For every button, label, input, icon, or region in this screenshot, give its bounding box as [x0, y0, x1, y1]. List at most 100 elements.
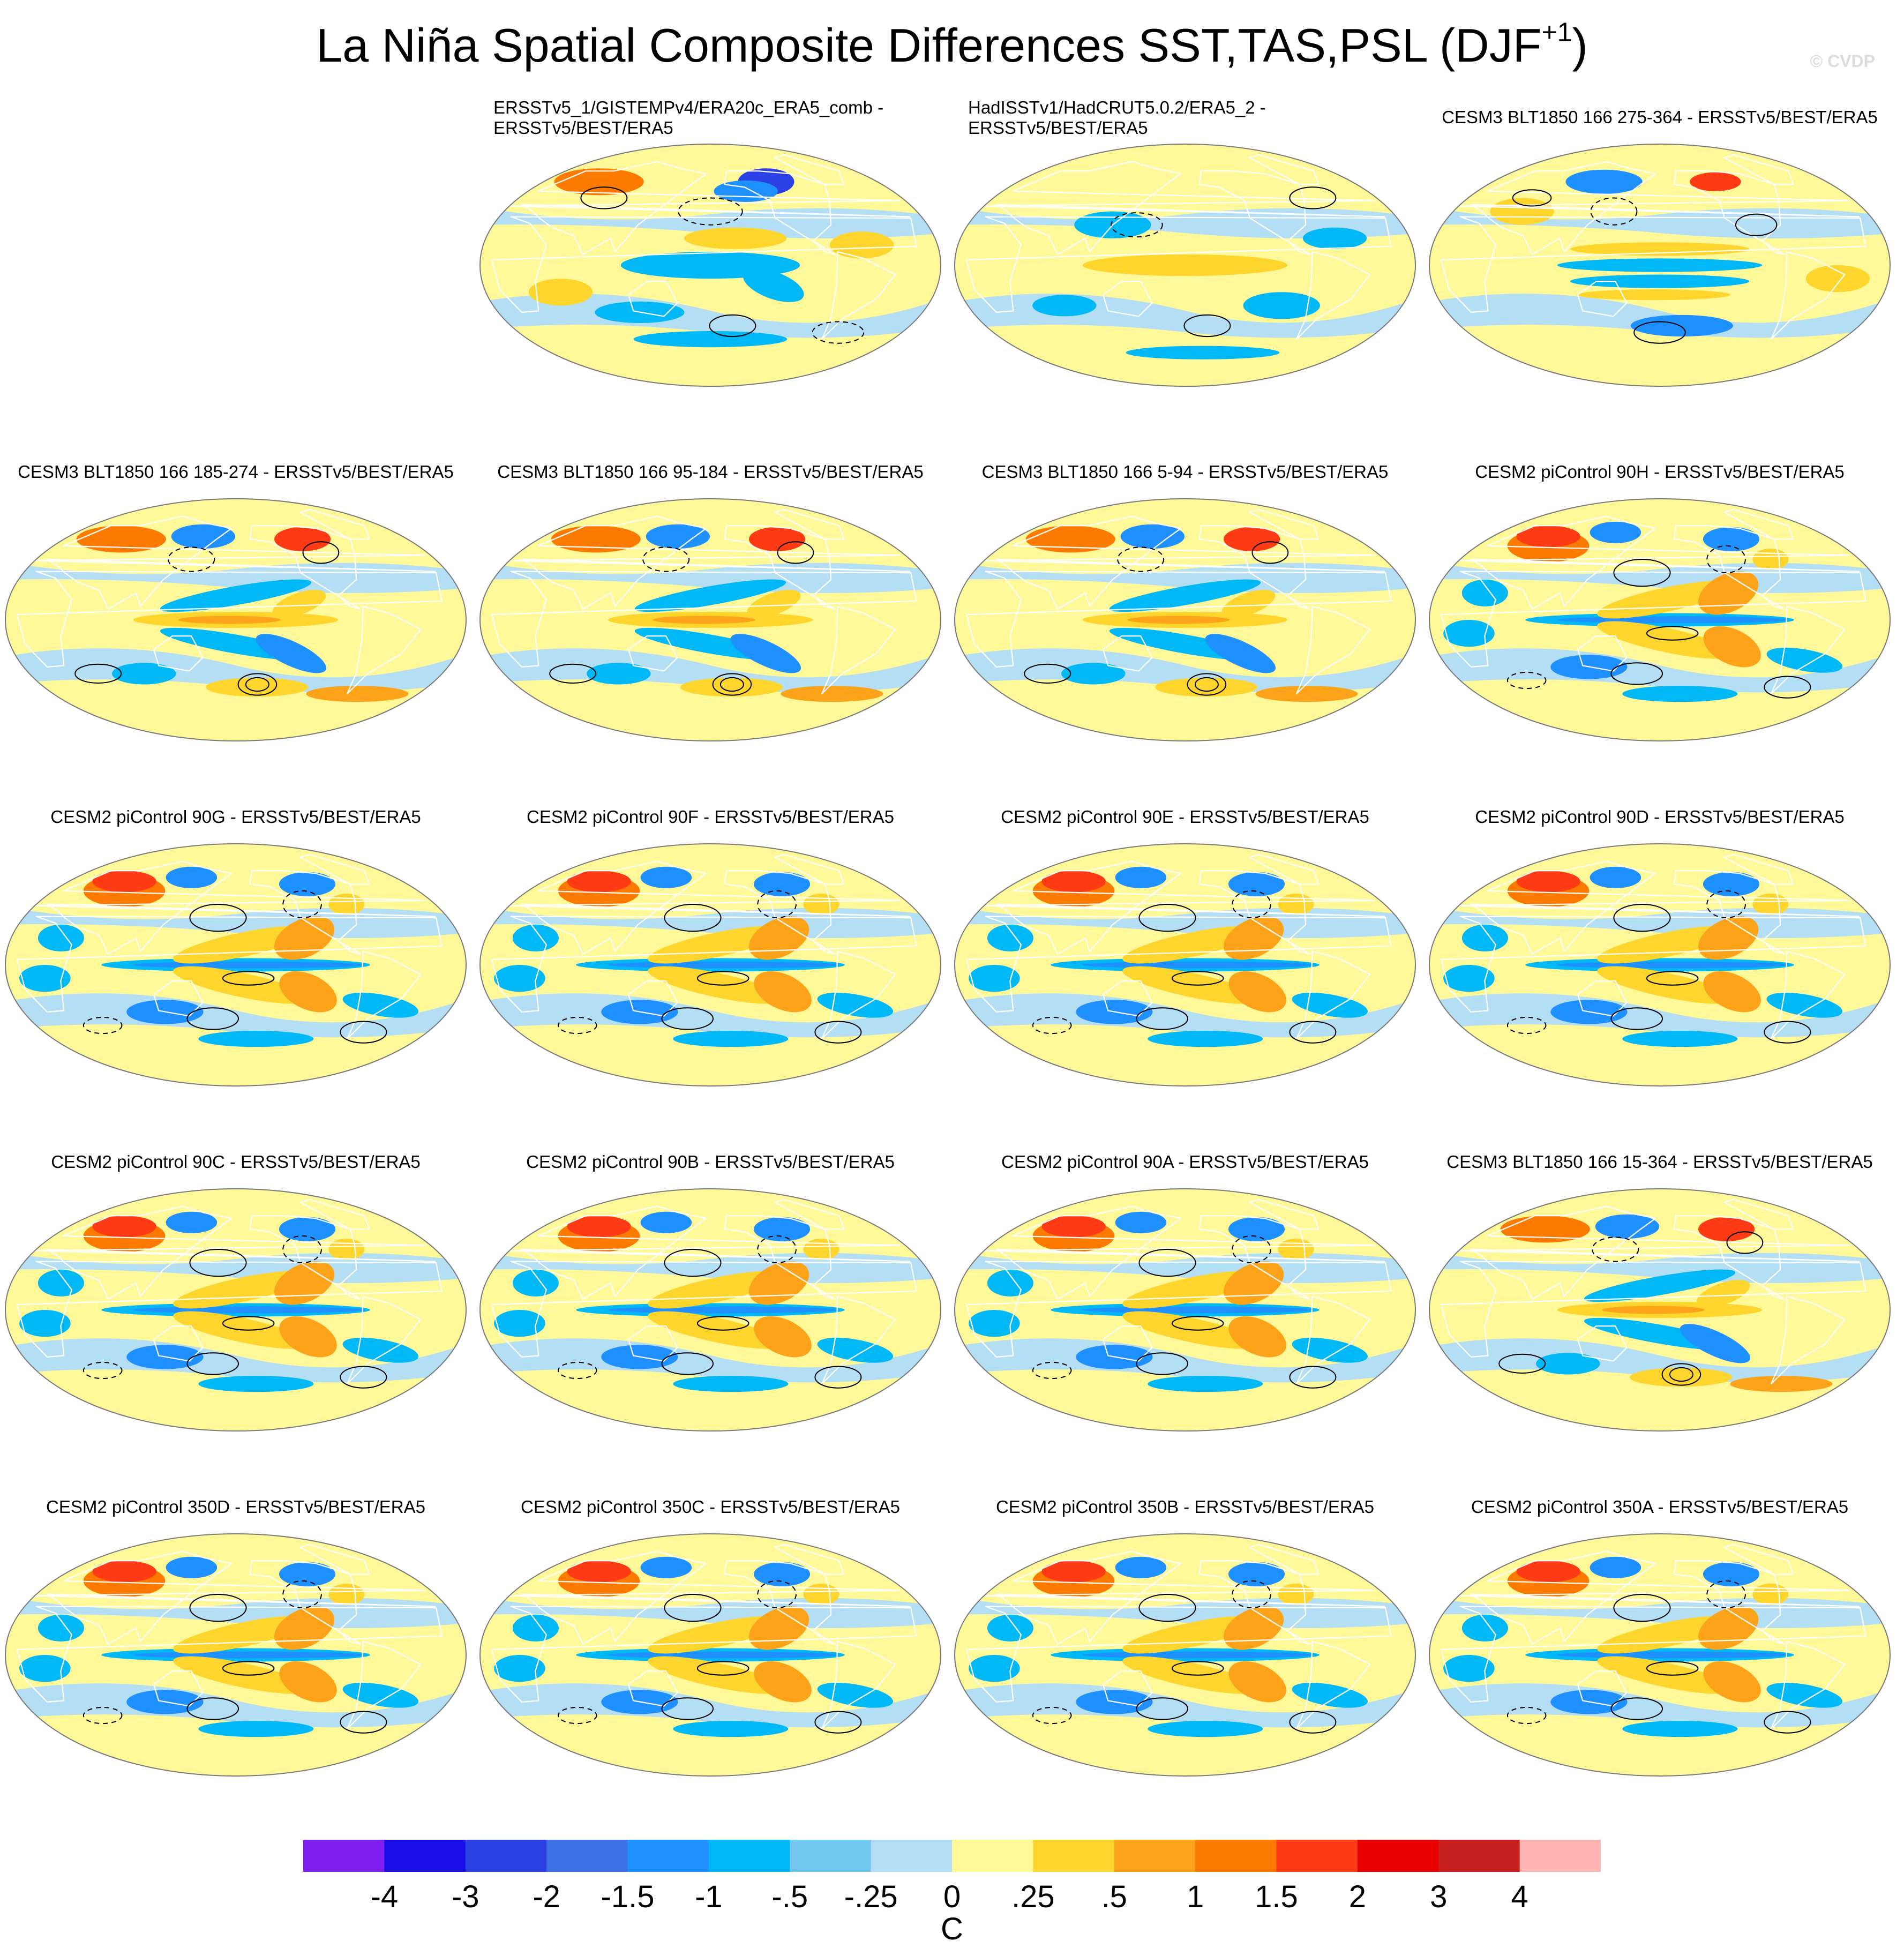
map-panel-p13: CESM2 piControl 90B - ERSSTv5/BEST/ERA5	[475, 1140, 946, 1481]
continent-outline	[16, 916, 443, 1013]
psl-contour-positive	[664, 1249, 722, 1277]
continent-outline	[1249, 1544, 1320, 1575]
continent-outline	[1673, 1560, 1786, 1645]
anomaly-blob	[1109, 579, 1261, 612]
map-frame	[479, 144, 941, 387]
anomaly-blob	[1278, 1583, 1314, 1606]
anomaly-blob	[1584, 1269, 1736, 1302]
panel-title: CESM2 piControl 90F - ERSSTv5/BEST/ERA5	[469, 807, 951, 827]
anomaly-blob	[1622, 1031, 1738, 1047]
anomaly-blob	[1120, 524, 1185, 549]
anomaly-blob	[1597, 1616, 1735, 1654]
anomaly-blob	[749, 527, 806, 551]
psl-contour-positive	[1610, 1007, 1663, 1030]
continent-outline	[1458, 1205, 1860, 1300]
psl-contour-negative	[1592, 1236, 1639, 1262]
continent-outline	[1295, 1295, 1371, 1385]
global-map	[1429, 1533, 1891, 1777]
anomaly-blob	[1041, 1216, 1106, 1238]
continent-outline	[1440, 1606, 1866, 1703]
psl-contour-positive	[1289, 1711, 1337, 1734]
psl-contour-positive	[1646, 971, 1699, 986]
anomaly-band-south	[955, 993, 1415, 1038]
colorbar-box	[1276, 1840, 1358, 1872]
anomaly-blob	[494, 1310, 545, 1337]
psl-contour-positive	[1138, 1249, 1196, 1277]
anomaly-blob	[279, 1217, 336, 1241]
continent-outline	[153, 1670, 204, 1707]
anomaly-blob	[328, 1583, 365, 1606]
psl-contour-positive	[186, 1007, 239, 1030]
psl-contour-positive	[1764, 1021, 1811, 1044]
continent-outline	[628, 1325, 678, 1362]
psl-contour-negative	[557, 1016, 597, 1035]
anomaly-blob	[1228, 872, 1285, 896]
continent-outline	[983, 860, 1385, 955]
psl-contour-positive	[696, 1661, 749, 1676]
continent-outline	[1577, 1670, 1628, 1707]
anomaly-band-south	[5, 993, 466, 1038]
psl-contour-negative	[168, 546, 215, 572]
anomaly-blob	[206, 678, 309, 697]
global-map	[5, 498, 467, 741]
continent-outline	[1295, 251, 1371, 340]
anomaly-blob	[133, 1306, 364, 1314]
map-panel-p11: CESM2 piControl 90D - ERSSTv5/BEST/ERA5	[1424, 795, 1895, 1136]
continent-outline	[1577, 281, 1628, 317]
map-frame	[5, 498, 467, 741]
anomaly-blob	[1224, 527, 1280, 551]
anomaly-blob	[1061, 663, 1126, 685]
anomaly-blob	[166, 1556, 218, 1578]
continent-outline	[1295, 950, 1371, 1040]
continent-outline	[249, 1560, 362, 1645]
psl-contour-negative	[642, 546, 690, 572]
psl-contour-positive	[1136, 1697, 1189, 1720]
panel-title: CESM2 piControl 90H - ERSSTv5/BEST/ERA5	[1419, 462, 1901, 482]
colorbar-tick-label: 0	[943, 1879, 961, 1914]
anomaly-blob	[803, 1583, 839, 1606]
anomaly-blob	[754, 1316, 812, 1358]
colorbar-tick-label: -3	[451, 1879, 479, 1914]
colorbar-box	[465, 1840, 547, 1872]
global-map	[1429, 144, 1891, 387]
map-panel-p16: CESM2 piControl 350D - ERSSTv5/BEST/ERA5	[0, 1485, 471, 1826]
continent-outline	[1458, 860, 1860, 955]
anomaly-blob	[747, 589, 801, 618]
continent-outline	[249, 1215, 362, 1300]
continent-outline	[1673, 870, 1786, 955]
colorbar-box	[627, 1840, 709, 1872]
anomaly-blob	[1025, 526, 1115, 553]
anomaly-blob	[272, 589, 326, 618]
continent-outline	[346, 605, 422, 695]
anomaly-blob	[494, 1655, 545, 1682]
panel-title-line: CESM2 piControl 350D - ERSSTv5/BEST/ERA5	[46, 1497, 425, 1517]
colorbar-box	[1357, 1840, 1439, 1872]
anomaly-blob	[648, 926, 786, 964]
anomaly-blob	[1490, 198, 1554, 225]
anomaly-blob	[1115, 1211, 1167, 1233]
continent-outline	[1770, 1295, 1846, 1385]
continent-outline	[1198, 1215, 1311, 1300]
psl-contour-positive	[719, 677, 744, 692]
colorbar-tick-label: -2	[533, 1879, 560, 1914]
psl-contour-positive	[222, 971, 275, 986]
continent-outline	[34, 515, 436, 610]
map-panel-p14: CESM2 piControl 90A - ERSSTv5/BEST/ERA5	[949, 1140, 1421, 1481]
psl-contour-negative	[83, 1706, 123, 1725]
global-map	[479, 498, 941, 741]
anomaly-blob	[173, 926, 311, 964]
continent-outline	[1440, 571, 1866, 668]
anomaly-blob	[1461, 1614, 1508, 1642]
anomaly-blob	[1122, 1271, 1261, 1309]
map-panel-p17: CESM2 piControl 350C - ERSSTv5/BEST/ERA5	[475, 1485, 946, 1826]
psl-contour-negative	[1232, 1235, 1271, 1264]
psl-contour-positive	[222, 1316, 275, 1331]
panel-title: CESM2 piControl 350D - ERSSTv5/BEST/ERA5	[0, 1497, 477, 1517]
continent-outline	[1198, 525, 1311, 610]
colorbar-box	[1114, 1840, 1196, 1872]
continent-outline	[821, 251, 896, 340]
psl-contour-negative	[1506, 671, 1547, 690]
panel-title-line: CESM2 piControl 90C - ERSSTv5/BEST/ERA5	[51, 1152, 421, 1172]
anomaly-blob	[673, 1721, 789, 1737]
anomaly-blob	[1557, 258, 1763, 272]
